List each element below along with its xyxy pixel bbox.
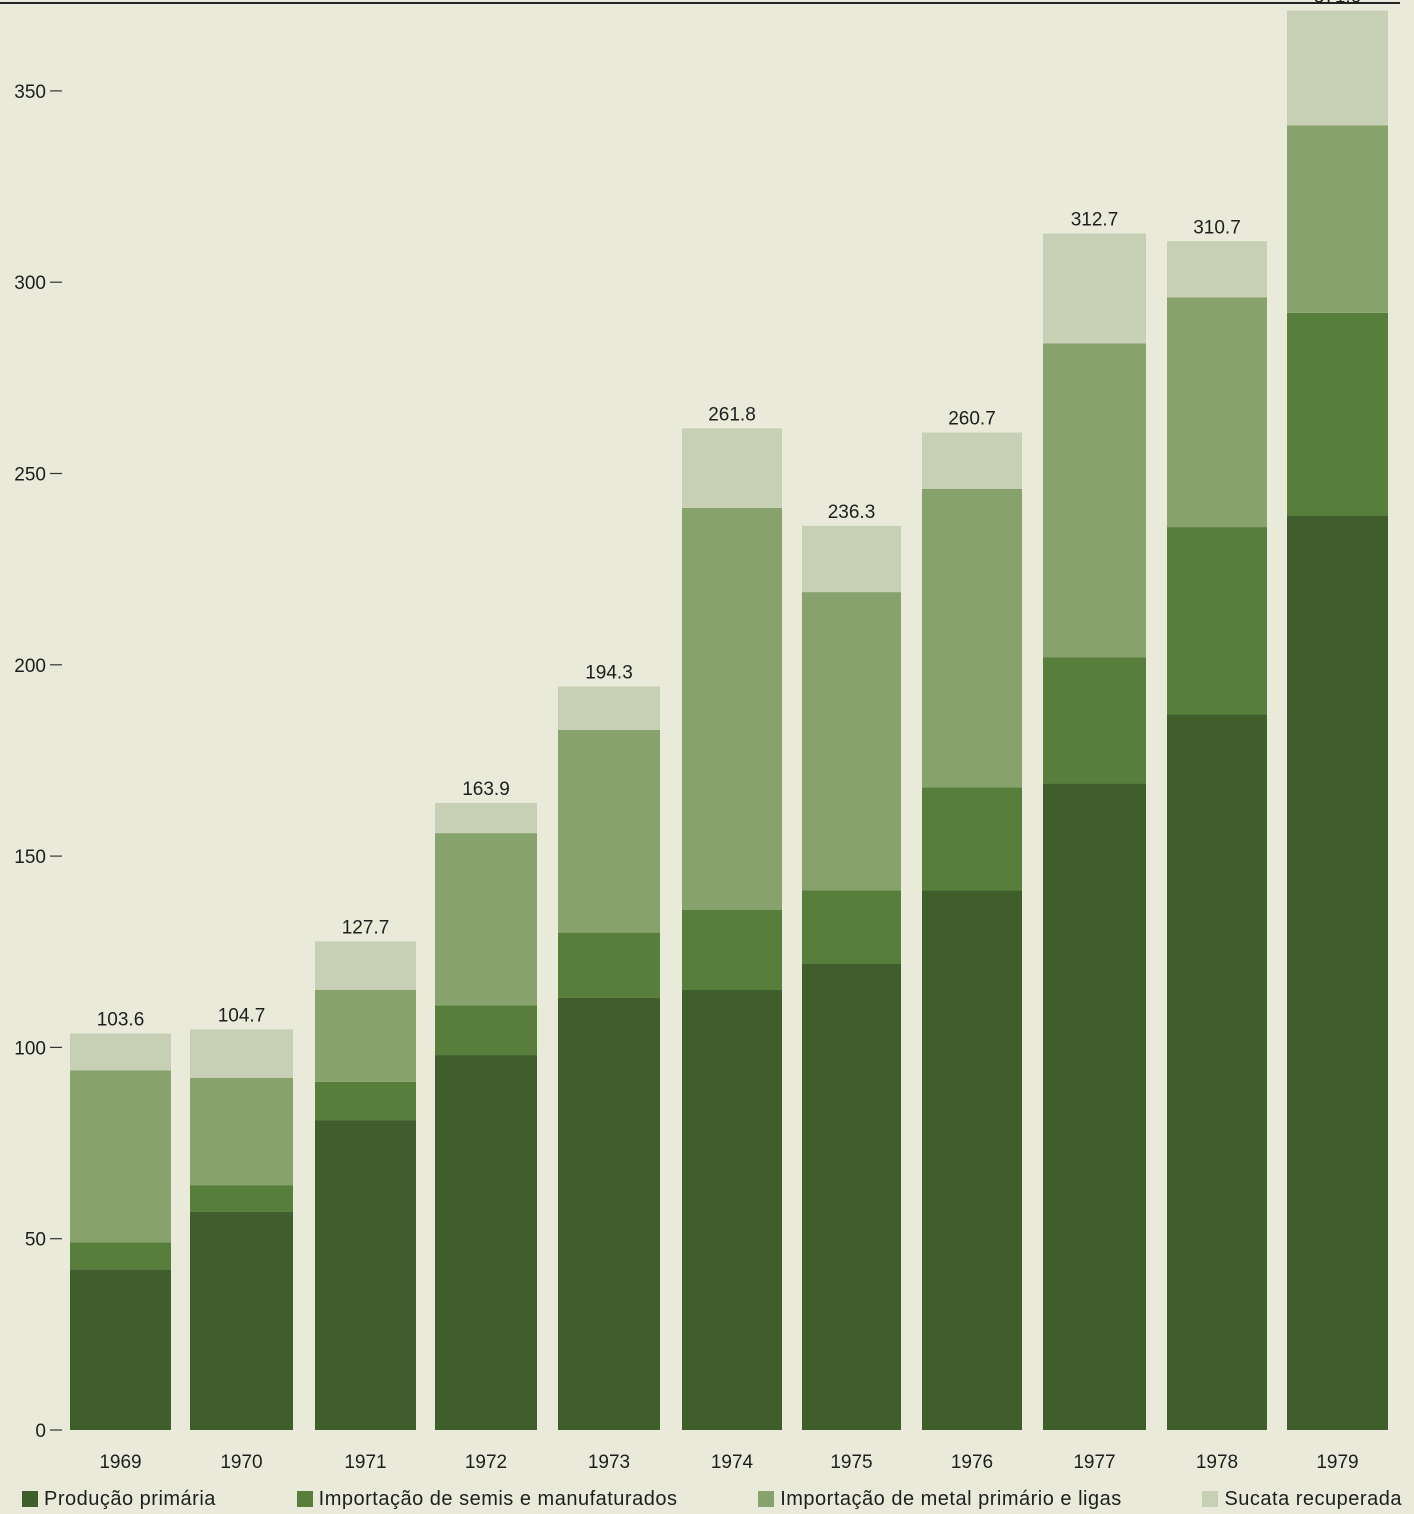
total-label: 371.0 [1314,0,1362,8]
bar-segment-4 [315,941,416,991]
bars [70,10,1388,1430]
total-label: 127.7 [342,917,390,938]
bar-segment-1 [802,963,901,1430]
legend-label: Produção primária [44,1487,216,1510]
bar-segment-2 [315,1081,416,1121]
legend-swatch-producao-primaria [22,1491,38,1507]
bar-segment-2 [1167,527,1267,715]
bar-segment-4 [558,686,660,730]
bar-segment-3 [435,833,537,1006]
legend-label: Importação de metal primário e ligas [780,1487,1122,1510]
bar-segment-1 [1287,515,1388,1430]
bar-segment-3 [1287,125,1388,313]
total-label: 104.7 [218,1005,266,1026]
legend-item-importacao-metal: Importação de metal primário e ligas [758,1488,1121,1511]
bar-segment-4 [1167,241,1267,298]
bar-segment-1 [682,990,782,1430]
y-axis: 0 50 100 150 200 250 300 350 [14,82,62,1442]
bar-segment-2 [558,932,660,998]
bar-segment-4 [682,428,782,508]
x-tick-label: 1978 [1196,1452,1238,1473]
x-tick-label: 1974 [711,1452,754,1473]
total-label: 310.7 [1193,217,1241,238]
legend-item-producao-primaria: Produção primária [22,1488,216,1511]
y-tick-label: 250 [14,465,46,486]
bar-segment-4 [70,1033,171,1071]
total-label: 236.3 [828,502,876,523]
total-label: 261.8 [708,404,756,425]
bar-segment-2 [682,909,782,991]
bar-segment-2 [1043,657,1146,784]
bar-segment-3 [682,507,782,910]
bar-segment-4 [1287,10,1388,126]
bar-segment-4 [802,525,901,593]
total-labels: 103.6 104.7 127.7 163.9 194.3 261.8 236.3 260.7… [97,0,1362,1031]
total-label: 260.7 [948,409,996,430]
x-axis: 1969 1970 1971 1972 1973 1974 1975 1976 1977 1978… [99,1452,1358,1473]
bar-segment-1 [1043,783,1146,1430]
legend-item-sucata: Sucata recuperada [1202,1488,1402,1511]
bar-segment-3 [70,1070,171,1243]
bar-segment-2 [802,890,901,964]
bar-segment-4 [1043,233,1146,344]
x-tick-label: 1971 [344,1452,386,1473]
bar-segment-1 [435,1055,537,1430]
legend: Produção primária Importação de semis e … [22,1486,1402,1512]
x-tick-label: 1976 [951,1452,993,1473]
y-tick-label: 350 [14,82,46,103]
bar-segment-2 [922,787,1022,891]
x-tick-label: 1972 [465,1452,507,1473]
legend-item-importacao-semis: Importação de semis e manufaturados [296,1487,678,1511]
bar-segment-4 [435,802,537,834]
bar-segment-2 [190,1185,293,1212]
y-tick-label: 50 [25,1230,46,1251]
y-tick-label: 0 [35,1421,46,1442]
legend-label: Sucata recuperada [1224,1487,1402,1510]
bar-segment-4 [922,432,1022,489]
bar-segment-2 [435,1005,537,1056]
bar-segment-1 [70,1269,171,1430]
y-tick-label: 200 [14,656,46,677]
bar-segment-2 [70,1242,171,1270]
x-tick-label: 1975 [830,1452,872,1473]
legend-label: Importação de semis e manufaturados [318,1487,678,1510]
legend-swatch-importacao-semis [296,1491,313,1507]
bar-segment-3 [315,990,416,1082]
bar-segment-3 [1043,343,1146,658]
bar-segment-4 [190,1029,293,1079]
total-label: 312.7 [1071,210,1119,231]
bar-segment-3 [558,729,660,933]
total-label: 194.3 [585,663,633,684]
x-tick-label: 1977 [1073,1452,1115,1473]
bar-segment-1 [922,890,1022,1430]
legend-swatch-importacao-metal [758,1491,775,1507]
total-label: 103.6 [97,1010,145,1031]
bar-segment-3 [190,1078,293,1186]
x-tick-label: 1979 [1316,1452,1358,1473]
bar-segment-1 [558,997,660,1430]
y-tick-label: 100 [14,1038,46,1059]
legend-swatch-sucata [1202,1491,1219,1507]
bar-segment-1 [1167,714,1267,1430]
bar-segment-3 [922,488,1022,788]
y-tick-label: 300 [14,273,46,294]
y-tick-label: 150 [14,847,46,868]
x-tick-label: 1969 [99,1452,141,1473]
total-label: 163.9 [462,779,510,800]
bar-segment-3 [802,592,901,891]
x-tick-label: 1973 [588,1452,630,1473]
bar-segment-3 [1167,297,1267,528]
bar-segment-1 [315,1120,416,1430]
bar-segment-2 [1287,312,1388,516]
x-tick-label: 1970 [220,1452,262,1473]
bar-segment-1 [190,1211,293,1430]
